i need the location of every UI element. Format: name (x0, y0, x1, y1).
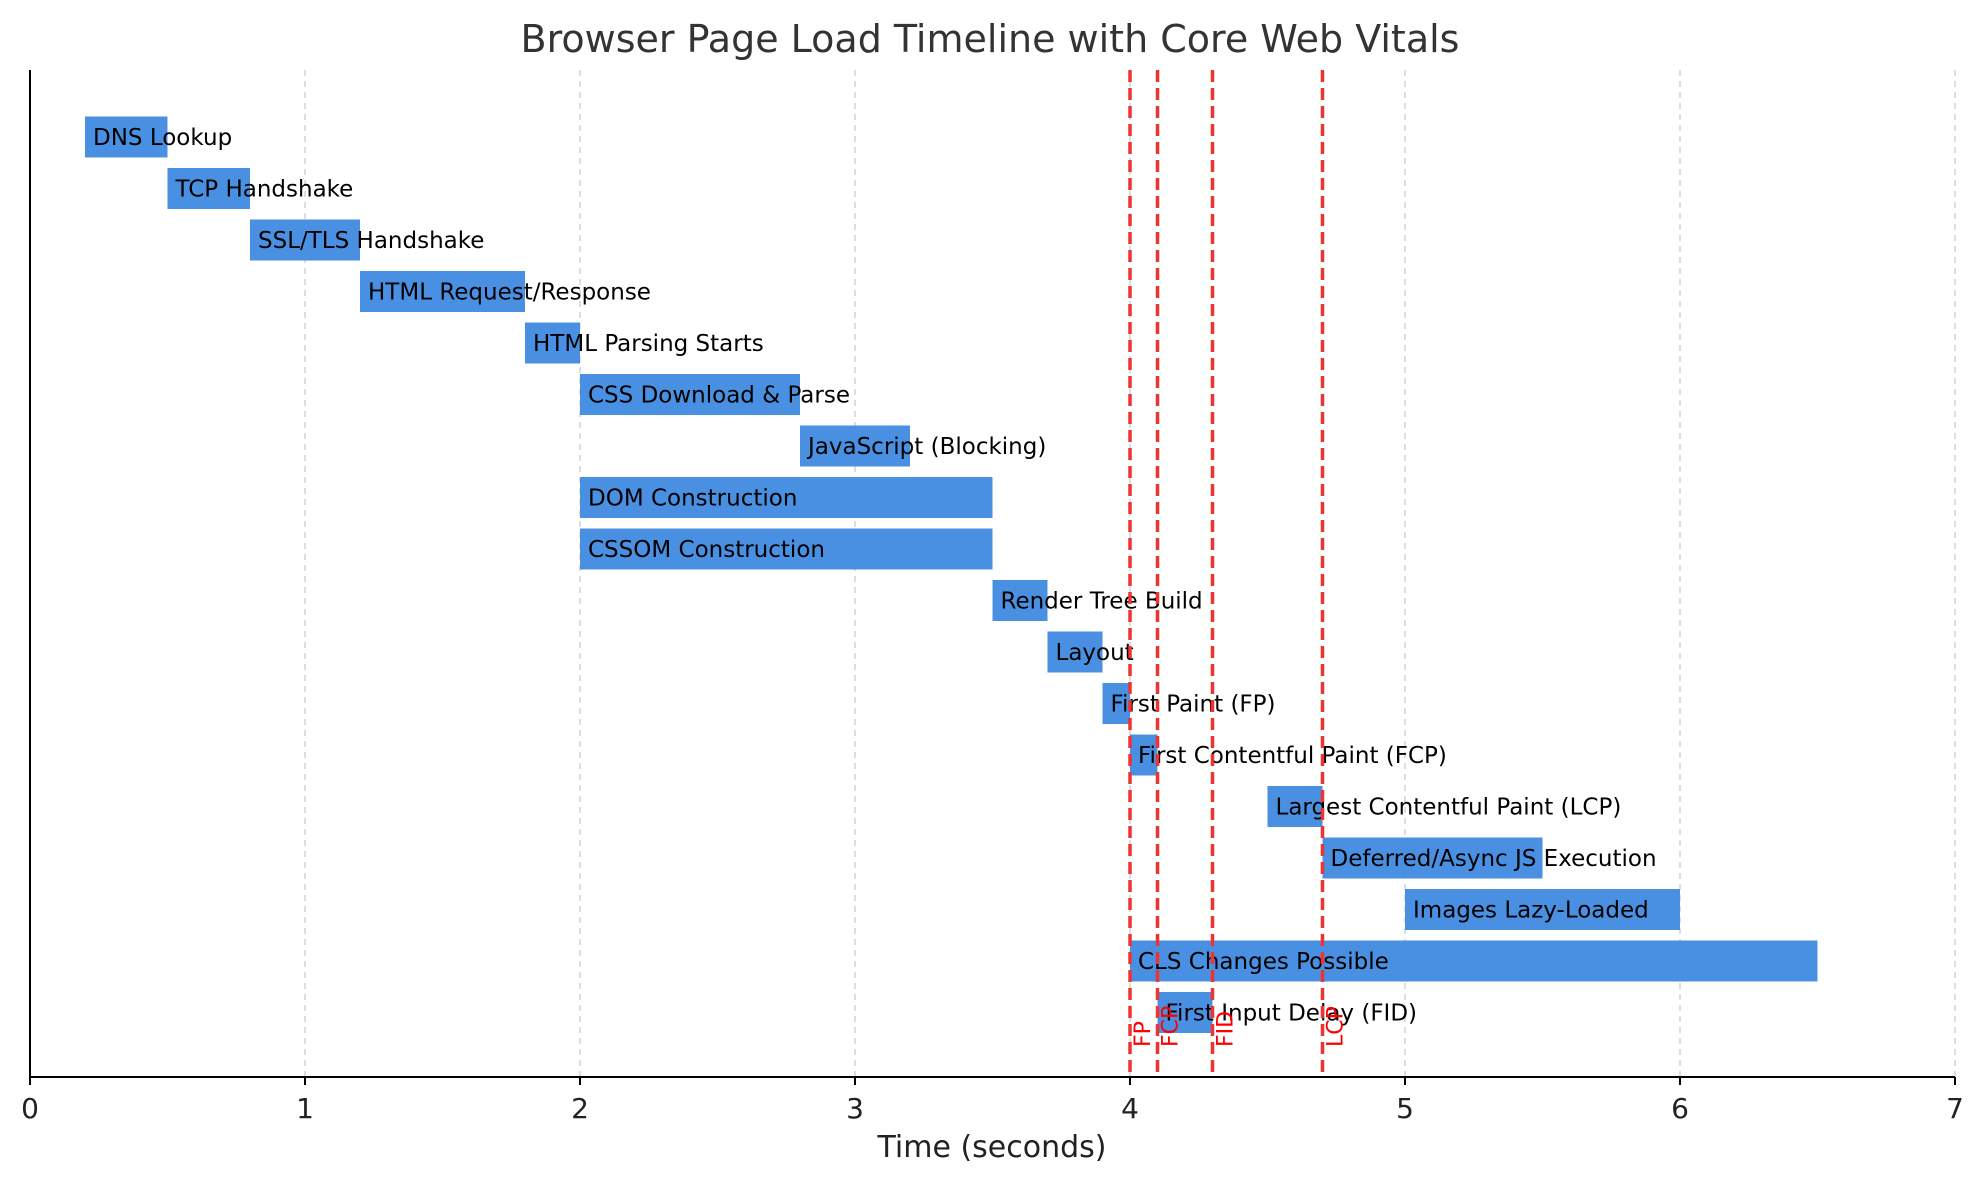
bars: DNS Lookup TCP Handshake SSL/TLS Handshake… (85, 116, 1818, 1033)
x-tick-label-7: 7 (1946, 1092, 1964, 1125)
axes (29, 70, 1955, 1078)
task-label-9: Render Tree Build (1001, 589, 1203, 615)
task-bar-10 (1047, 631, 1103, 673)
task-bar-11 (1102, 683, 1130, 724)
task-bar-14 (1322, 837, 1543, 879)
vital-markers: FP FCP FID LCP (1128, 70, 1349, 1077)
task-bar-15 (1405, 889, 1680, 930)
task-label-2: SSL/TLS Handshake (258, 228, 484, 254)
task-bar-12 (1130, 734, 1158, 776)
task-label-15: Images Lazy-Loaded (1413, 898, 1649, 924)
task-bar-8 (580, 528, 993, 570)
x-tick-label-4: 4 (1121, 1092, 1139, 1125)
task-label-16: CLS Changes Possible (1138, 949, 1389, 975)
marker-label-0: FP (1131, 1021, 1156, 1047)
x-tick-label-3: 3 (846, 1092, 864, 1125)
task-label-10: Layout (1056, 640, 1134, 666)
marker-label-1: FCP (1159, 1006, 1184, 1047)
task-label-3: HTML Request/Response (368, 280, 651, 306)
x-tick-label-6: 6 (1671, 1092, 1689, 1125)
task-label-13: Largest Contentful Paint (LCP) (1276, 795, 1622, 821)
task-bar-9 (992, 580, 1048, 621)
task-bar-5 (580, 374, 800, 415)
task-bar-16 (1130, 940, 1818, 982)
task-label-12: First Contentful Paint (FCP) (1138, 743, 1447, 769)
task-label-4: HTML Parsing Starts (533, 331, 764, 357)
marker-label-3: LCP (1324, 1006, 1349, 1047)
x-ticks: 0 1 2 3 4 5 6 7 (21, 1077, 1964, 1125)
task-bar-3 (360, 271, 525, 312)
x-tick-label-1: 1 (296, 1092, 314, 1125)
marker-label-2: FID (1214, 1011, 1239, 1047)
task-bar-4 (525, 322, 580, 364)
x-tick-label-5: 5 (1396, 1092, 1414, 1125)
task-label-0: DNS Lookup (93, 125, 232, 151)
task-label-1: TCP Handshake (175, 177, 354, 203)
task-label-6: JavaScript (Blocking) (806, 434, 1046, 460)
task-label-11: First Paint (FP) (1111, 692, 1276, 718)
x-tick-label-0: 0 (21, 1092, 39, 1125)
task-label-8: CSSOM Construction (588, 537, 825, 563)
task-label-7: DOM Construction (588, 486, 797, 512)
x-tick-label-2: 2 (571, 1092, 589, 1125)
task-bar-17 (1157, 992, 1213, 1033)
chart-title: Browser Page Load Timeline with Core Web… (521, 17, 1460, 61)
task-label-14: Deferred/Async JS Execution (1331, 846, 1657, 872)
task-bar-2 (250, 219, 360, 261)
task-bar-1 (167, 168, 250, 209)
x-axis-label: Time (seconds) (877, 1130, 1107, 1165)
task-bar-13 (1267, 786, 1323, 827)
task-label-5: CSS Download & Parse (588, 383, 850, 409)
task-bar-7 (580, 477, 993, 518)
task-bar-0 (85, 116, 168, 158)
task-label-17: First Input Delay (FID) (1166, 1001, 1418, 1027)
task-bar-6 (800, 425, 910, 467)
